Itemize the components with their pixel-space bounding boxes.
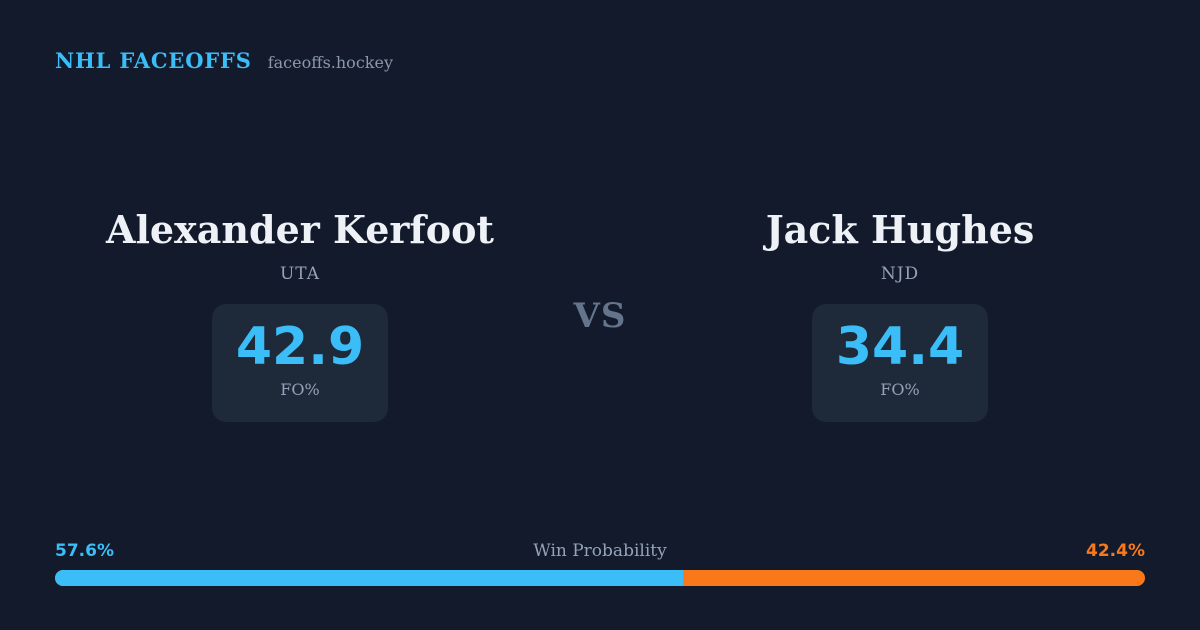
site-url: faceoffs.hockey [267,53,393,72]
stat-label: FO% [280,380,320,400]
player-name: Jack Hughes [765,207,1035,252]
vs-label: VS [573,296,627,336]
player-team: NJD [880,263,920,284]
win-probability-section: 57.6% Win Probability 42.4% [55,541,1145,586]
player-card-left: Alexander Kerfoot UTA 42.9 FO% [60,208,540,422]
stat-label: FO% [880,380,920,400]
brand-title: NHL FACEOFFS [55,48,252,73]
win-probability-left-pct: 57.6% [55,541,114,561]
stat-card: 34.4 FO% [812,303,988,422]
win-probability-labels: 57.6% Win Probability 42.4% [55,541,1145,561]
stat-value: 34.4 [835,316,965,377]
win-probability-right-pct: 42.4% [1086,541,1145,561]
stat-card: 42.9 FO% [212,303,388,422]
player-name: Alexander Kerfoot [106,207,494,252]
stat-value: 42.9 [235,316,365,377]
win-probability-bar [55,570,1145,586]
win-probability-bar-left-segment [55,570,683,586]
header: NHL FACEOFFS faceoffs.hockey [55,48,393,73]
player-team: UTA [279,263,320,284]
win-probability-title: Win Probability [533,541,667,561]
player-card-right: Jack Hughes NJD 34.4 FO% [660,208,1140,422]
